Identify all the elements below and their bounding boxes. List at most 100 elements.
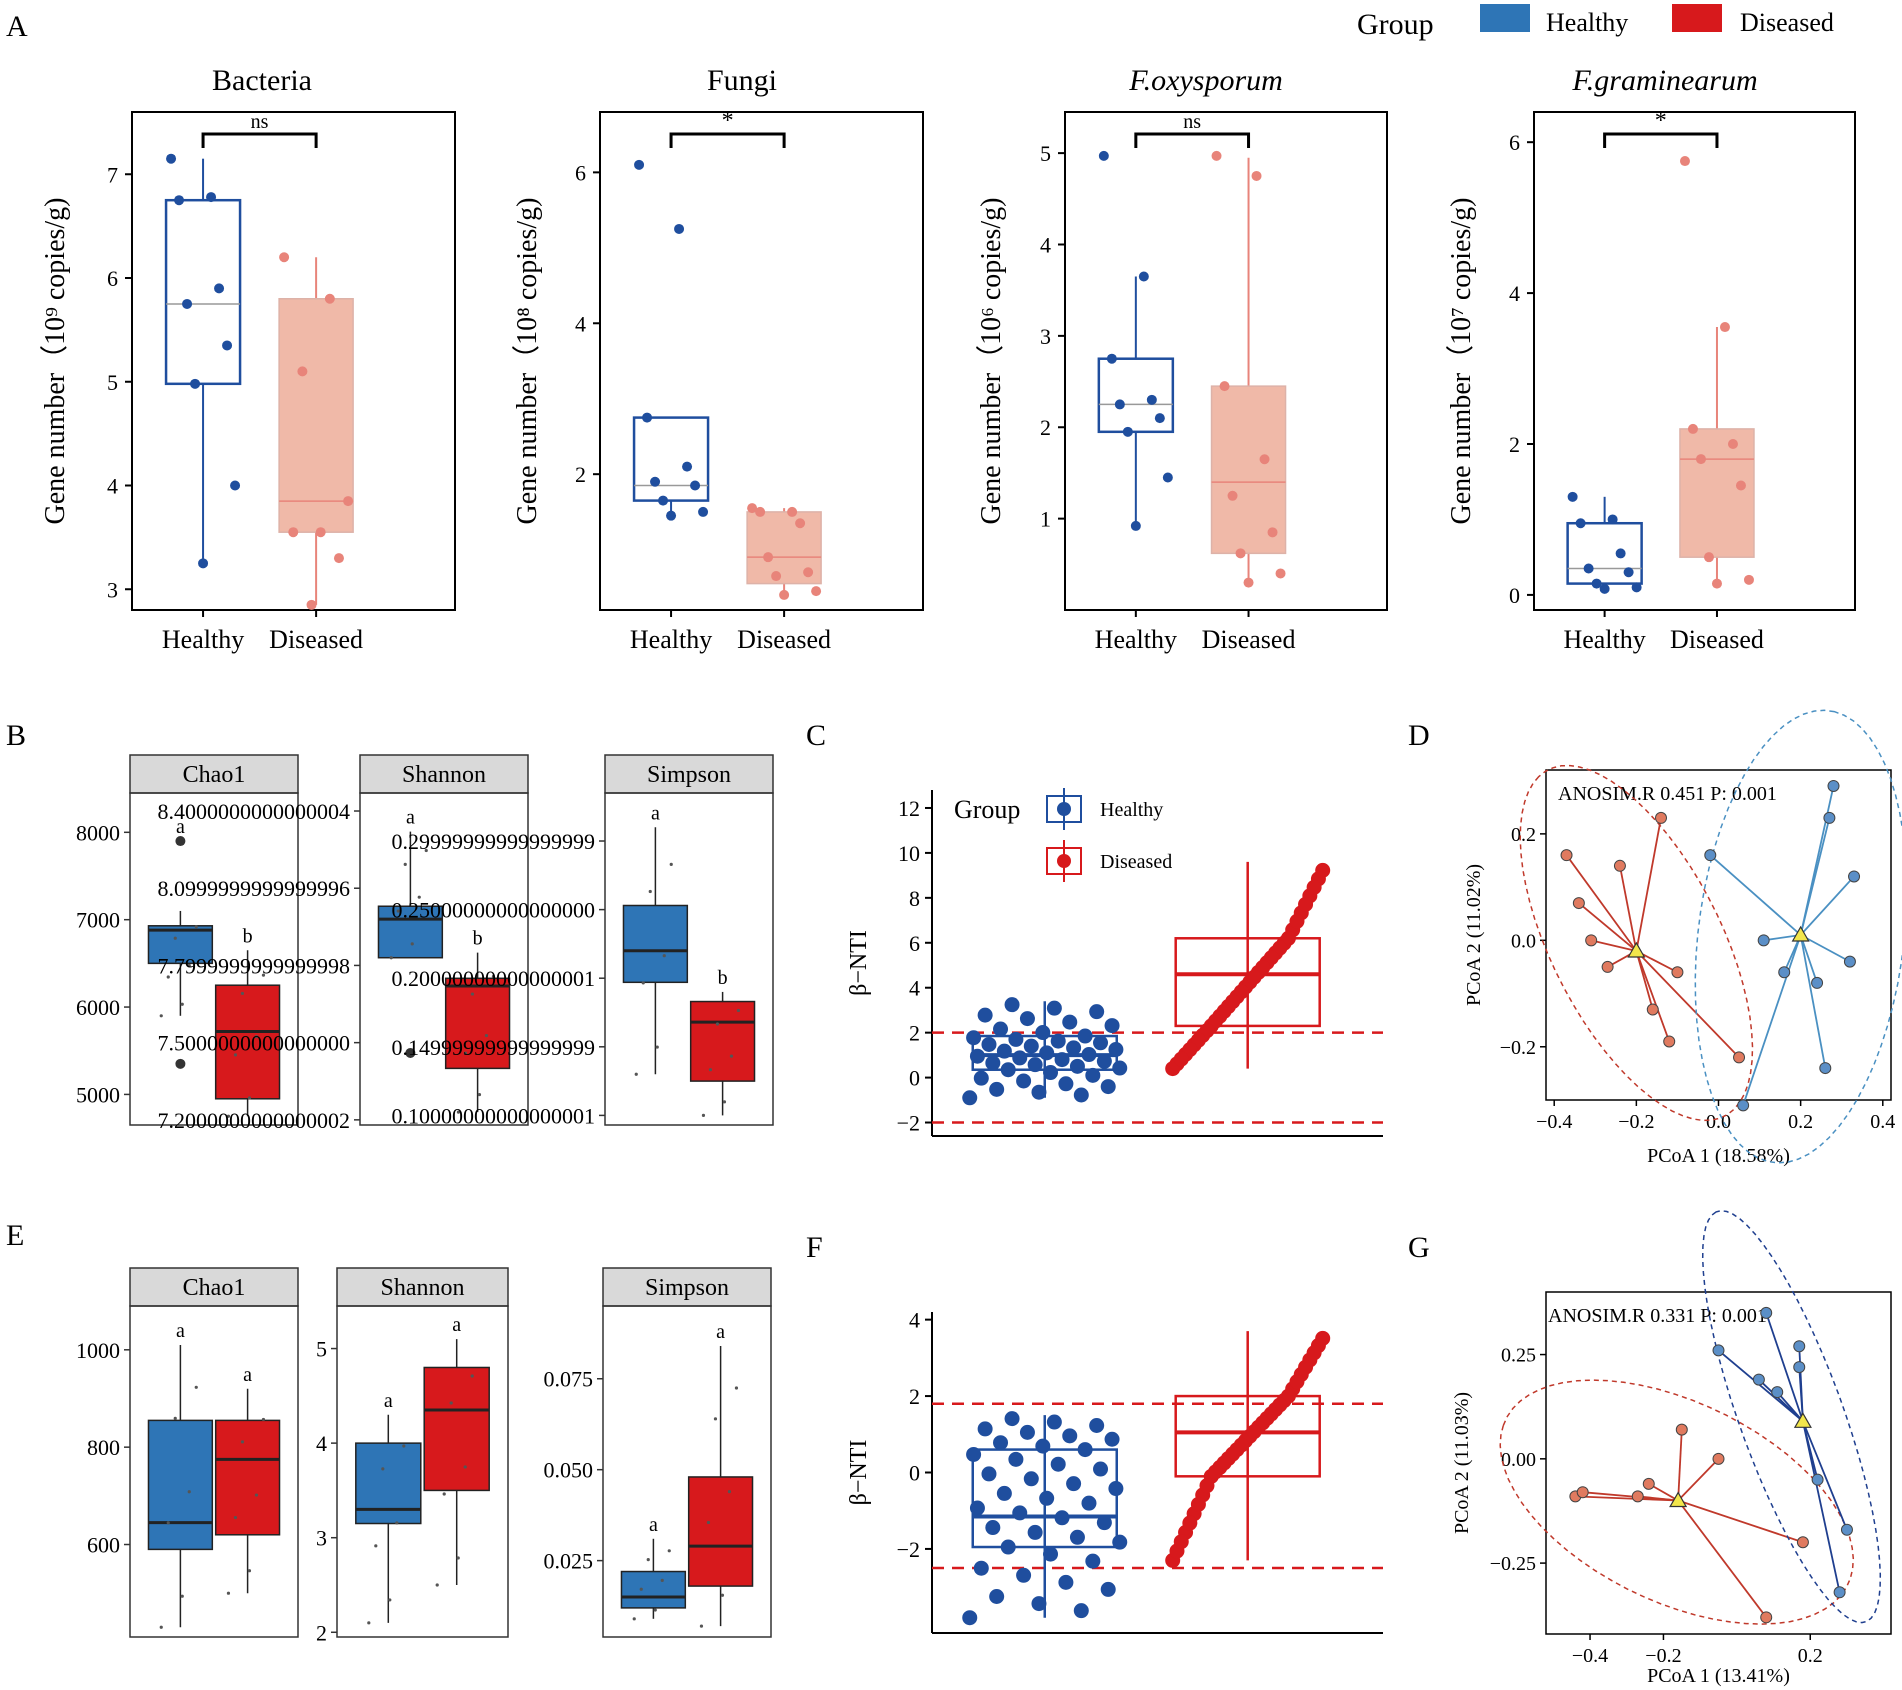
jitter-point (247, 1096, 252, 1100)
facet-strip (604, 754, 774, 794)
spider-line (1800, 934, 1851, 963)
data-point (1246, 1424, 1262, 1440)
panel-label-e: E (6, 1219, 24, 1252)
facet-E3: Simpson 0.025 0.050 0.075 a a (544, 1267, 772, 1638)
jitter-point (715, 1022, 720, 1026)
legend-label-diseased: Diseased (1740, 8, 1834, 37)
jitter-point (442, 1492, 446, 1496)
data-point (811, 586, 822, 597)
data-point (1719, 322, 1730, 333)
significance-bracket (1603, 132, 1719, 148)
spider-line (1776, 1391, 1804, 1422)
box-healthy (622, 904, 689, 984)
jitter-point (254, 1493, 259, 1497)
data-point (1146, 394, 1157, 405)
spider-line (1677, 1429, 1683, 1501)
data-point (1243, 577, 1254, 588)
spider-line (1578, 902, 1637, 952)
y-axis-label: Gene number（10⁹ copies/g) (39, 197, 71, 524)
group-letter: a (176, 1320, 185, 1342)
data-point (315, 527, 326, 538)
x-tick-label: Diseased (1670, 625, 1764, 654)
data-point (1190, 1496, 1206, 1512)
y-tick-label: 4 (107, 474, 118, 499)
data-point (747, 503, 758, 514)
plot-frame (1533, 111, 1856, 611)
jitter-point (233, 1053, 238, 1057)
sample-point (1823, 811, 1836, 824)
jitter-point (180, 1594, 184, 1598)
spider-line (1763, 934, 1801, 942)
jitter-point (632, 1617, 636, 1621)
data-point (1012, 1050, 1028, 1066)
y-tick-label: 8.4000000000000004 (158, 799, 351, 824)
group-letter: a (176, 816, 185, 838)
data-point (1114, 399, 1125, 410)
jitter-point (187, 963, 191, 968)
group-letter: a (716, 1321, 725, 1343)
plot-frame (1064, 111, 1388, 611)
jitter-point (247, 1569, 252, 1573)
jitter-point (417, 895, 421, 899)
facet-strip-label: Shannon (402, 762, 486, 788)
y-tick-label: 800 (87, 1435, 120, 1460)
jitter-point (470, 992, 475, 996)
data-point (1623, 567, 1634, 578)
data-point (1058, 1574, 1074, 1590)
data-point (1112, 1534, 1128, 1550)
group-letter: a (649, 1514, 658, 1536)
y-tick-label: 8000 (76, 820, 120, 845)
data-point (981, 1466, 997, 1482)
jitter-point (736, 1008, 741, 1013)
data-point (1272, 940, 1288, 956)
y-tick-label: 2 (1509, 432, 1520, 457)
group-letter: b (718, 967, 728, 989)
data-point (1235, 548, 1246, 559)
facet-B1: Chao1 5000 6000 7000 8000 a b (76, 754, 299, 1126)
x-tick-label: −0.2 (1645, 1645, 1681, 1667)
data-point (1058, 1076, 1074, 1092)
anosim-annotation: ANOSIM.R 0.451 P: 0.001 (1558, 783, 1777, 805)
data-point (1027, 1524, 1043, 1540)
jitter-point (395, 1521, 399, 1525)
spider-line (1799, 934, 1818, 984)
chart-title: F.graminearum (1571, 64, 1757, 97)
y-tick-label: 10 (898, 841, 920, 866)
sample-point (1843, 955, 1856, 968)
sample-point (1793, 1340, 1806, 1353)
jitter-point (734, 1386, 739, 1390)
data-point (288, 527, 299, 538)
sample-point (1585, 934, 1598, 947)
sample-point (1840, 1523, 1853, 1536)
y-tick-label: −2 (897, 1111, 920, 1136)
y-tick-label: 0.2 (1511, 824, 1536, 846)
sample-point (1752, 1373, 1765, 1386)
spider-line (1742, 934, 1802, 1106)
data-point (698, 506, 709, 517)
jitter-point (254, 1034, 259, 1039)
spider-line (1798, 1367, 1804, 1422)
facet-frame (129, 792, 299, 1126)
facet-frame (604, 792, 774, 1126)
spider-line (1590, 939, 1637, 952)
data-point (666, 510, 677, 521)
x-tick-label: 0.0 (1706, 1111, 1731, 1133)
data-point (1173, 1534, 1189, 1550)
chart-G: ANOSIM.R 0.331 P: 0.001 PCoA 1 (13.41%) PC… (1451, 1209, 1892, 1687)
data-point (966, 1030, 982, 1046)
y-tick-label: 2 (909, 1021, 920, 1046)
data-point (969, 1048, 985, 1064)
y-tick-label: 5 (1040, 141, 1051, 166)
sample-point (1760, 1611, 1773, 1624)
sample-point (1712, 1452, 1725, 1465)
spider-line (1799, 875, 1855, 936)
data-point (1216, 1003, 1232, 1019)
chart-title: Fungi (707, 64, 777, 97)
y-tick-label: 0 (909, 1461, 920, 1486)
facet-E2: Shannon 2 3 4 5 a a (316, 1267, 509, 1645)
data-point (1016, 1073, 1032, 1089)
data-point (1050, 1033, 1066, 1049)
panel-label-d: D (1408, 719, 1430, 752)
sample-point (1757, 934, 1770, 947)
